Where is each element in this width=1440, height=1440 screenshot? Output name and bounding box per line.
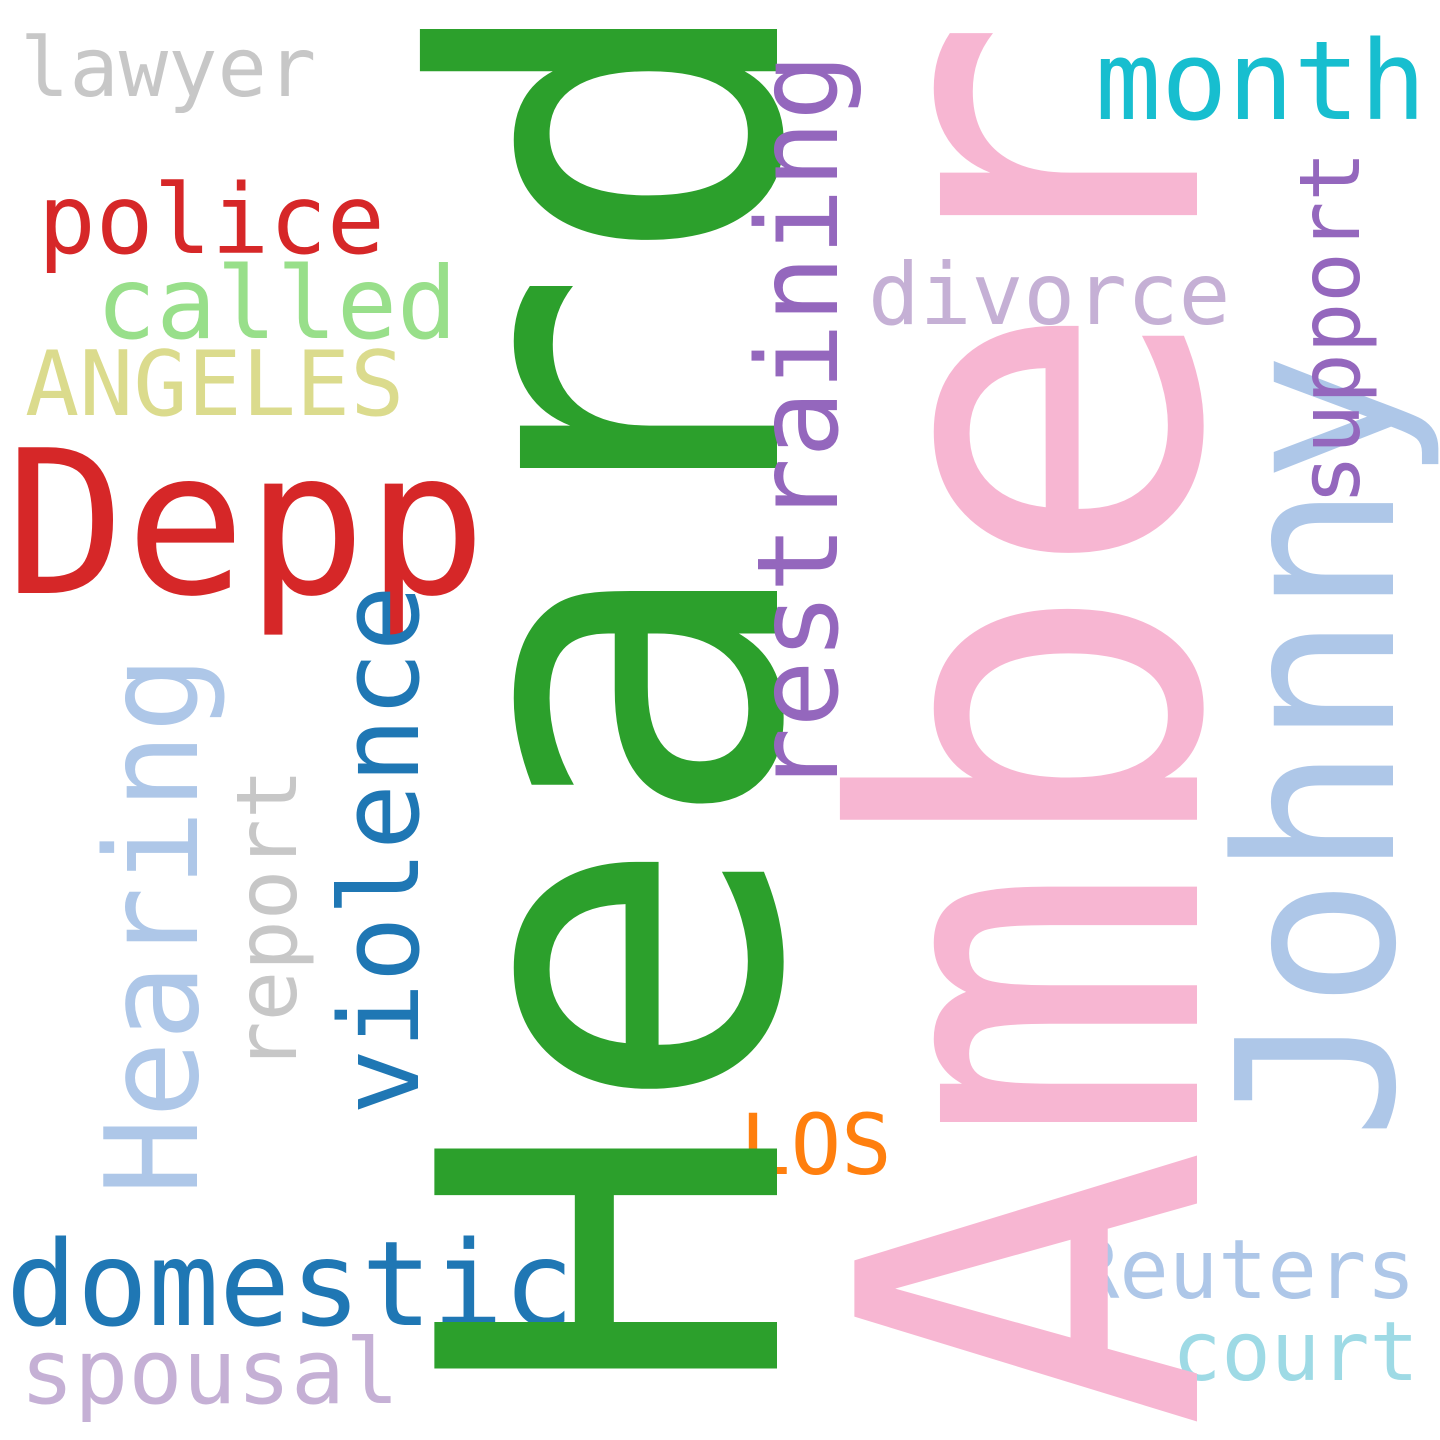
word-angeles: ANGELES [25,332,405,437]
word-depp: Depp [5,408,487,641]
word-reuters: Reuters [1070,1223,1416,1318]
word-restraining: restraining [734,53,864,795]
word-lawyer: lawyer [20,21,317,116]
word-domestic: domestic [6,1215,575,1353]
word-los: LOS [740,1096,892,1194]
word-support: support [1281,150,1379,505]
word-month: month [1095,17,1427,145]
word-report: report [218,768,316,1072]
word-hearing: Hearing [79,655,228,1195]
word-violence: violence [316,585,444,1115]
word-called: called [96,245,458,362]
word-spousal: spousal [20,1320,400,1425]
word-divorce: divorce [868,245,1231,345]
word-police: police [38,164,385,276]
word-court: court [1172,1305,1419,1400]
